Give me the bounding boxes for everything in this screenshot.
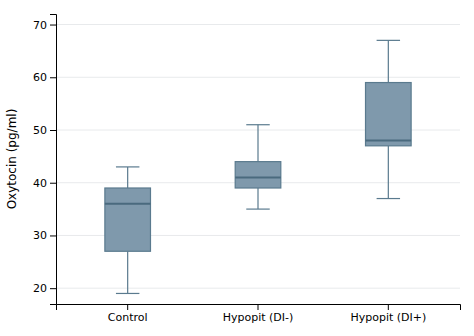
y-tick: 30: [33, 229, 56, 242]
median: [366, 140, 412, 142]
box: [235, 125, 281, 209]
upper-whisker: [388, 40, 389, 82]
x-axis-line: [57, 305, 461, 311]
grid-line: [56, 77, 460, 78]
x-tick: Hypopit (DI-): [223, 304, 294, 324]
upper-cap: [246, 124, 269, 125]
y-tick: 40: [33, 177, 56, 190]
x-tick-mark: [127, 304, 128, 310]
y-tick: 20: [33, 282, 56, 295]
y-axis-title: Oxytocin (pg/ml): [5, 109, 19, 210]
y-tick-label: 40: [33, 177, 47, 190]
y-tick: 70: [33, 19, 56, 32]
y-tick-mark: [50, 288, 56, 289]
y-tick-mark: [50, 130, 56, 131]
upper-whisker: [127, 167, 128, 188]
x-tick-mark: [388, 304, 389, 310]
y-tick-label: 60: [33, 71, 47, 84]
box: [366, 40, 412, 198]
plot: 20 30 40 50 60 70 Control Hypopit (DI-) Hypopit …: [33, 15, 461, 324]
box-body: [235, 162, 281, 188]
x-tick: Control: [108, 304, 148, 324]
upper-cap: [377, 40, 400, 41]
box-body: [105, 188, 151, 251]
lower-whisker: [127, 251, 128, 293]
grid-line: [56, 24, 460, 25]
box-body: [366, 83, 412, 146]
y-tick: 50: [33, 124, 56, 137]
lower-whisker: [257, 188, 258, 209]
upper-whisker: [257, 125, 258, 162]
x-axis: Control Hypopit (DI-) Hypopit (DI+): [57, 304, 461, 324]
y-tick: 60: [33, 71, 56, 84]
y-tick-mark: [50, 77, 56, 78]
upper-cap: [116, 166, 139, 167]
chart: 20 30 40 50 60 70 Control Hypopit (DI-) Hypopit …: [0, 0, 474, 336]
grid-line: [56, 288, 460, 289]
lower-cap: [116, 293, 139, 294]
lower-cap: [246, 208, 269, 209]
grid: [56, 25, 460, 289]
x-tick-mark: [258, 304, 259, 310]
y-tick-mark: [50, 183, 56, 184]
x-tick-label: Hypopit (DI+): [350, 311, 426, 324]
box: [105, 167, 151, 294]
x-tick-label: Control: [108, 311, 148, 324]
y-tick-label: 20: [33, 282, 47, 295]
y-tick-mark: [50, 25, 56, 26]
y-tick-label: 30: [33, 229, 47, 242]
y-tick-mark: [50, 235, 56, 236]
lower-cap: [377, 198, 400, 199]
x-tick: Hypopit (DI+): [350, 304, 426, 324]
y-axis: 20 30 40 50 60 70: [33, 15, 57, 305]
median: [235, 176, 281, 178]
y-tick-label: 50: [33, 124, 47, 137]
y-tick-label: 70: [33, 19, 47, 32]
y-axis-line: [50, 15, 57, 305]
x-tick-label: Hypopit (DI-): [223, 311, 294, 324]
lower-whisker: [388, 146, 389, 199]
median: [105, 203, 151, 205]
boxes: [105, 40, 411, 293]
